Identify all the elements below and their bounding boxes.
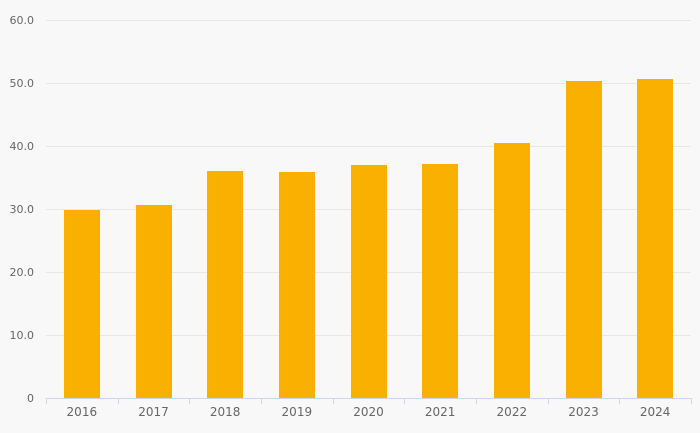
x-axis-tick xyxy=(691,398,692,404)
x-axis-tick xyxy=(261,398,262,404)
x-axis-label-2019: 2019 xyxy=(281,405,313,419)
y-axis-label: 20.0 xyxy=(9,265,35,279)
x-axis-tick xyxy=(619,398,621,404)
x-axis-tick xyxy=(547,398,549,404)
x-axis-tick xyxy=(189,398,191,404)
x-axis-label-2017: 2017 xyxy=(138,405,169,419)
x-axis-label-2018: 2018 xyxy=(209,405,241,419)
gridline-y-40.0 xyxy=(46,146,691,147)
bar-2020[interactable] xyxy=(350,164,387,398)
bar-2019[interactable] xyxy=(278,171,315,398)
y-axis-label: 0 xyxy=(27,391,34,405)
bar-2021[interactable] xyxy=(422,163,459,398)
x-axis-label-2024: 2024 xyxy=(639,405,671,419)
x-axis-label-2022: 2022 xyxy=(496,405,528,419)
bar-2024[interactable] xyxy=(637,79,674,398)
y-axis-label: 30.0 xyxy=(9,202,35,216)
bar-2023[interactable] xyxy=(565,81,602,398)
y-axis-label: 10.0 xyxy=(9,328,35,342)
bar-2022[interactable] xyxy=(493,142,530,398)
bar-2017[interactable] xyxy=(135,204,172,398)
x-axis-tick xyxy=(476,398,477,404)
x-axis-label-2023: 2023 xyxy=(568,405,599,419)
bar-2016[interactable] xyxy=(63,209,100,398)
gridline-y-60.0 xyxy=(46,20,691,21)
x-axis-label-2021: 2021 xyxy=(424,405,456,419)
x-axis-label-2020: 2020 xyxy=(353,405,384,419)
x-axis-tick xyxy=(46,398,47,404)
y-axis-label: 60.0 xyxy=(9,13,35,27)
x-axis-tick xyxy=(117,398,119,404)
y-axis-label: 50.0 xyxy=(9,76,35,90)
gridline-y-50.0 xyxy=(46,83,691,84)
x-axis-line xyxy=(46,398,691,399)
bar-2018[interactable] xyxy=(207,170,244,398)
x-axis-tick xyxy=(404,398,406,404)
x-axis-label-2016: 2016 xyxy=(66,405,98,419)
x-axis-tick xyxy=(332,398,334,404)
y-axis-label: 40.0 xyxy=(9,139,35,153)
